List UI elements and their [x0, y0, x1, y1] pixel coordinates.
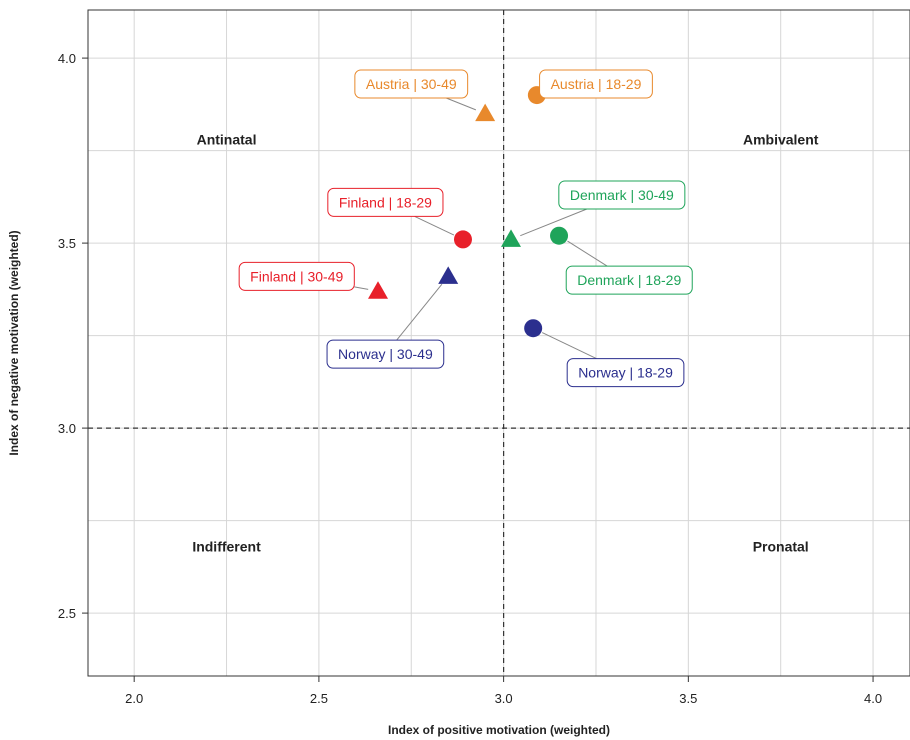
x-axis-title: Index of positive motivation (weighted)	[388, 723, 610, 737]
data-label-text: Norway | 30-49	[338, 346, 433, 362]
x-tick-label: 2.0	[125, 691, 143, 706]
data-point-triangle	[368, 281, 389, 299]
leader-line	[396, 283, 443, 341]
data-point-circle	[524, 319, 543, 338]
data-point-circle	[453, 230, 472, 249]
reference-lines	[88, 10, 910, 676]
quadrant-labels: Antinatal Ambivalent Indifferent Pronatal	[192, 132, 818, 555]
y-tick-label: 3.0	[58, 421, 76, 436]
data-point-triangle	[475, 103, 496, 122]
x-tick-label: 3.5	[679, 691, 697, 706]
quadrant-label: Antinatal	[197, 132, 257, 148]
x-tick-label: 2.5	[310, 691, 328, 706]
data-label-text: Austria | 18-29	[551, 76, 642, 92]
data-label-box	[565, 265, 693, 295]
data-point-triangle	[501, 229, 522, 247]
grid	[88, 10, 910, 676]
data-label-box	[566, 358, 685, 388]
leader-line	[520, 208, 588, 237]
leader-line	[354, 286, 369, 290]
data-label: Finland | 18-29	[327, 187, 444, 217]
data-label-text: Denmark | 30-49	[570, 187, 674, 203]
leader-line	[414, 215, 455, 236]
data-point-circle	[550, 226, 569, 245]
leader-line	[567, 240, 608, 267]
data-label: Denmark | 30-49	[558, 180, 686, 210]
data-label: Denmark | 18-29	[565, 265, 693, 295]
x-axis-ticks: 2.0 2.5 3.0 3.5 4.0	[125, 676, 882, 706]
data-label-text: Austria | 30-49	[366, 76, 457, 92]
data-label-box	[238, 261, 355, 291]
y-tick-label: 2.5	[58, 606, 76, 621]
data-label: Norway | 30-49	[326, 339, 445, 369]
data-label-text: Finland | 30-49	[250, 268, 343, 284]
data-label-box	[354, 69, 469, 99]
y-tick-label: 4.0	[58, 51, 76, 66]
data-label-text: Denmark | 18-29	[577, 272, 681, 288]
data-label: Austria | 30-49	[354, 69, 469, 99]
data-label: Austria | 18-29	[539, 69, 653, 99]
quadrant-label: Indifferent	[192, 539, 261, 555]
quadrant-label: Ambivalent	[743, 132, 819, 148]
data-label-text: Finland | 18-29	[339, 194, 432, 210]
plot-frame	[87, 9, 910, 677]
leader-lines	[354, 92, 608, 360]
data-labels: Austria | 18-29 Austria | 30-49 Finland | …	[238, 69, 693, 388]
x-tick-label: 3.0	[495, 691, 513, 706]
leader-line	[446, 97, 477, 111]
data-label: Norway | 18-29	[566, 358, 685, 388]
x-tick-label: 4.0	[864, 691, 882, 706]
y-axis-title: Index of negative motivation (weighted)	[7, 230, 21, 455]
quadrant-label: Pronatal	[753, 539, 809, 555]
y-axis-ticks: 2.5 3.0 3.5 4.0	[58, 51, 88, 621]
data-label-box	[539, 69, 653, 99]
y-tick-label: 3.5	[58, 236, 76, 251]
data-label: Finland | 30-49	[238, 261, 355, 291]
data-label-text: Norway | 18-29	[578, 365, 673, 381]
data-point-triangle	[438, 266, 459, 284]
data-label-box	[558, 180, 686, 210]
data-label-box	[326, 339, 445, 369]
leader-line	[541, 332, 597, 360]
data-label-box	[327, 187, 444, 217]
